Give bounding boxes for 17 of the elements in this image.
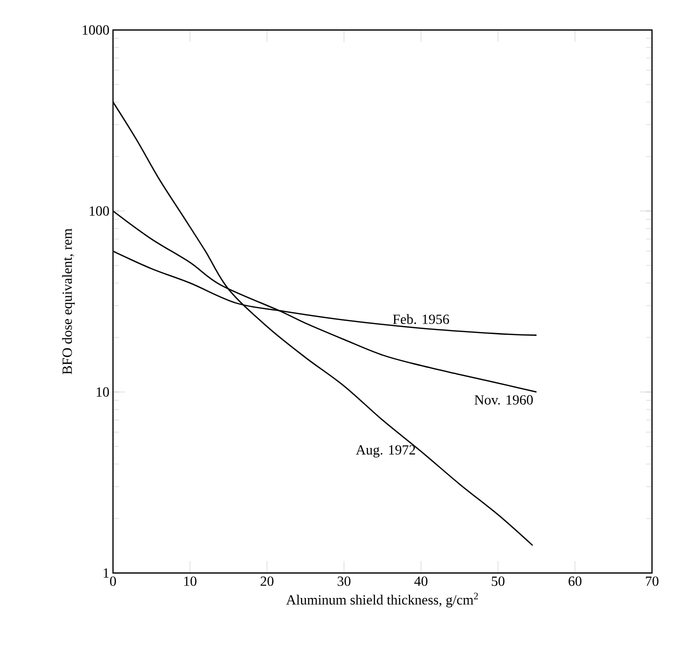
- x-tick-label: 0: [110, 576, 116, 586]
- x-tick-label: 60: [568, 576, 582, 586]
- x-axis-title: Aluminum shield thickness, g/cm$^{2}$: [286, 592, 478, 608]
- x-tick-label: 70: [646, 576, 658, 586]
- y-tick-label: 10: [96, 387, 109, 397]
- y-tick-label: 100: [90, 206, 109, 216]
- y-axis-title: BFO dose equivalent, rem: [62, 228, 75, 374]
- y-tick-label: 1: [104, 568, 109, 578]
- x-tick-label: 50: [492, 576, 504, 586]
- series-label: Nov. 1960: [474, 395, 533, 405]
- x-tick-label: 30: [338, 576, 350, 586]
- series-label: Feb. 1956: [392, 314, 450, 324]
- x-tick-label: 40: [414, 576, 428, 586]
- series-label: Aug. 1972: [356, 445, 416, 458]
- y-tick-label: 1000: [82, 25, 109, 35]
- x-tick-label: 20: [260, 576, 274, 586]
- x-tick-label: 10: [184, 576, 196, 586]
